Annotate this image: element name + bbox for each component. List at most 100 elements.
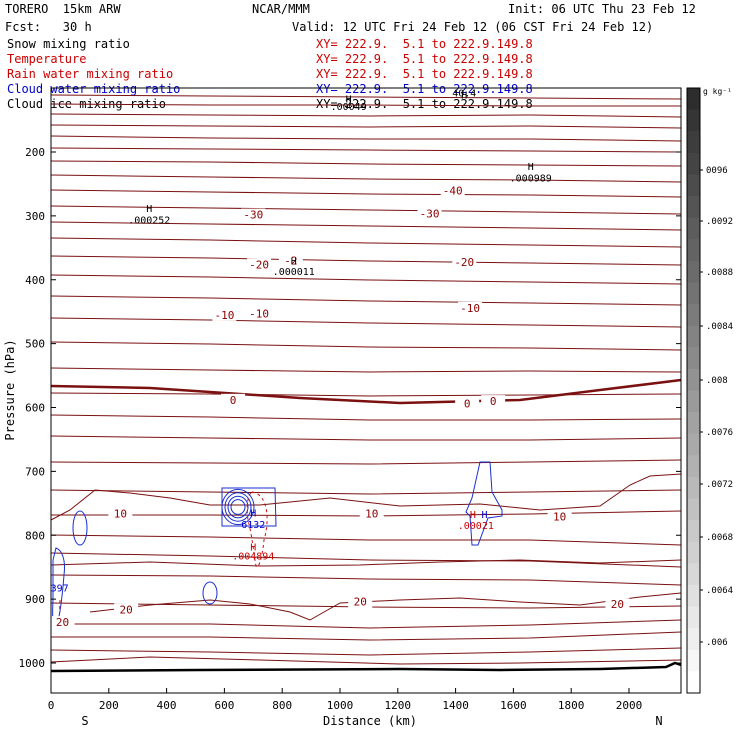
x-tick-label: 1200	[385, 699, 412, 712]
colorbar-swatch	[687, 628, 700, 651]
maximum-label: 40.4	[452, 89, 476, 100]
maximum-label: .000252	[128, 216, 170, 227]
legend-xy-cloud-water: XY= 222.9. 5.1 to 222.9.149.8	[316, 82, 533, 96]
maximum-label: 397	[51, 584, 69, 595]
x-tick-label: 800	[272, 699, 292, 712]
y-tick-label: 200	[25, 146, 45, 159]
colorbar-swatch	[687, 606, 700, 629]
isotherm-line	[50, 414, 682, 421]
colorbar-tick-label: .0072	[706, 480, 733, 490]
isotherm-label-bg	[547, 510, 572, 523]
isotherm-line	[50, 459, 682, 465]
isotherm-label-bg	[247, 258, 272, 271]
isotherm-line	[51, 631, 682, 641]
isotherm-line	[50, 341, 682, 351]
maximum-label: H	[146, 204, 152, 215]
y-tick-label: 600	[25, 402, 45, 415]
y-tick-label: 500	[25, 338, 45, 351]
isotherm-label: 20	[354, 596, 367, 609]
y-tick-label: 700	[25, 465, 45, 478]
isotherm-line	[51, 619, 682, 629]
y-tick-label: 800	[25, 529, 45, 542]
isotherm-label: 0	[490, 395, 497, 408]
colorbar-tick-label: .008	[706, 376, 728, 386]
colorbar-swatch	[687, 260, 700, 283]
maximum-label: H	[481, 510, 487, 521]
colorbar-swatch	[687, 217, 700, 240]
maximum-label: .004894	[232, 552, 274, 563]
isotherm-line	[50, 367, 682, 373]
y-tick-label: 400	[25, 274, 45, 287]
isotherm-label-bg	[455, 397, 480, 410]
isotherm-label-bg	[359, 507, 384, 520]
isotherm-line	[89, 592, 682, 621]
colorbar-swatch	[687, 282, 700, 305]
cloud-water-contour	[202, 581, 218, 605]
isotherm-label-bg	[241, 208, 266, 221]
x-tick-label: 1400	[442, 699, 469, 712]
isotherm-label: 10	[553, 511, 566, 524]
maxima-labels: H.000252H.000011H.000989H.00049H40.4H613…	[51, 89, 552, 595]
colorbar-swatch	[687, 239, 700, 262]
zero-isotherm	[50, 378, 682, 405]
south-endpoint-label: S	[81, 714, 88, 728]
north-endpoint-label: N	[655, 714, 662, 728]
valid-time: Valid: 12 UTC Fri 24 Feb 12 (06 CST Fri …	[292, 20, 654, 34]
isotherm-label-bg	[605, 598, 630, 611]
isotherm-label-bg	[114, 603, 139, 616]
isotherm-label: 10	[114, 508, 127, 521]
cloud-water-contour	[224, 492, 252, 522]
isotherm-line	[50, 160, 682, 167]
colorbar-tick-label: .0064	[706, 586, 733, 596]
isotherm-line	[50, 435, 682, 441]
isotherm-label: 0	[230, 394, 237, 407]
isotherm-line	[50, 574, 682, 586]
colorbar-tick-label: .0068	[706, 533, 733, 543]
isotherm-label-bg	[481, 395, 506, 408]
isotherm-line	[50, 221, 682, 231]
ground-surface	[50, 661, 682, 673]
legend-label-cloud-water: Cloud water mixing ratio	[7, 82, 181, 96]
colorbar-swatch	[687, 498, 700, 521]
maximum-label: H	[291, 257, 297, 268]
colorbar-frame	[686, 87, 701, 694]
colorbar-swatch	[687, 174, 700, 197]
isotherm-label: -10	[460, 302, 480, 315]
colorbar-swatch	[687, 390, 700, 413]
x-tick-label: 1800	[558, 699, 585, 712]
isotherm-label-bg	[247, 307, 272, 320]
cloud-water-contour	[465, 461, 503, 546]
isotherm-line	[50, 656, 682, 665]
rain-water-contour	[246, 491, 268, 568]
isotherm-label-bg	[278, 254, 303, 267]
colorbar-swatch	[687, 152, 700, 175]
maximum-label: .00021	[458, 521, 494, 532]
isotherm-line	[50, 135, 682, 142]
isotherm-line	[50, 189, 682, 198]
colorbar-swatch	[687, 196, 700, 219]
colorbar-swatch	[687, 325, 700, 348]
legend-xy-temperature: XY= 222.9. 5.1 to 222.9.149.8	[316, 52, 533, 66]
plot-frame	[50, 87, 682, 694]
maximum-label: H	[346, 94, 352, 105]
isotherm-label-bg	[108, 507, 133, 520]
isotherm-line	[50, 124, 682, 129]
maximum-label: H	[528, 162, 534, 173]
isotherm-line	[50, 534, 682, 546]
x-tick-label: 1600	[500, 699, 527, 712]
isotherm-label: -30	[243, 209, 263, 222]
maximum-label: .000011	[273, 267, 315, 278]
colorbar-tick-label: 0096	[706, 166, 728, 176]
colorbar-swatch	[687, 563, 700, 586]
isotherm-label: -20	[249, 258, 269, 271]
isotherm-label: 20	[56, 616, 69, 629]
cloud-water-contours	[52, 461, 503, 627]
isotherm-label-bg	[50, 616, 75, 629]
cloud-water-contour	[221, 488, 255, 526]
colorbar-swatch	[687, 347, 700, 370]
colorbar-tick-label: .0092	[706, 217, 733, 227]
maximum-label: H	[461, 91, 467, 102]
